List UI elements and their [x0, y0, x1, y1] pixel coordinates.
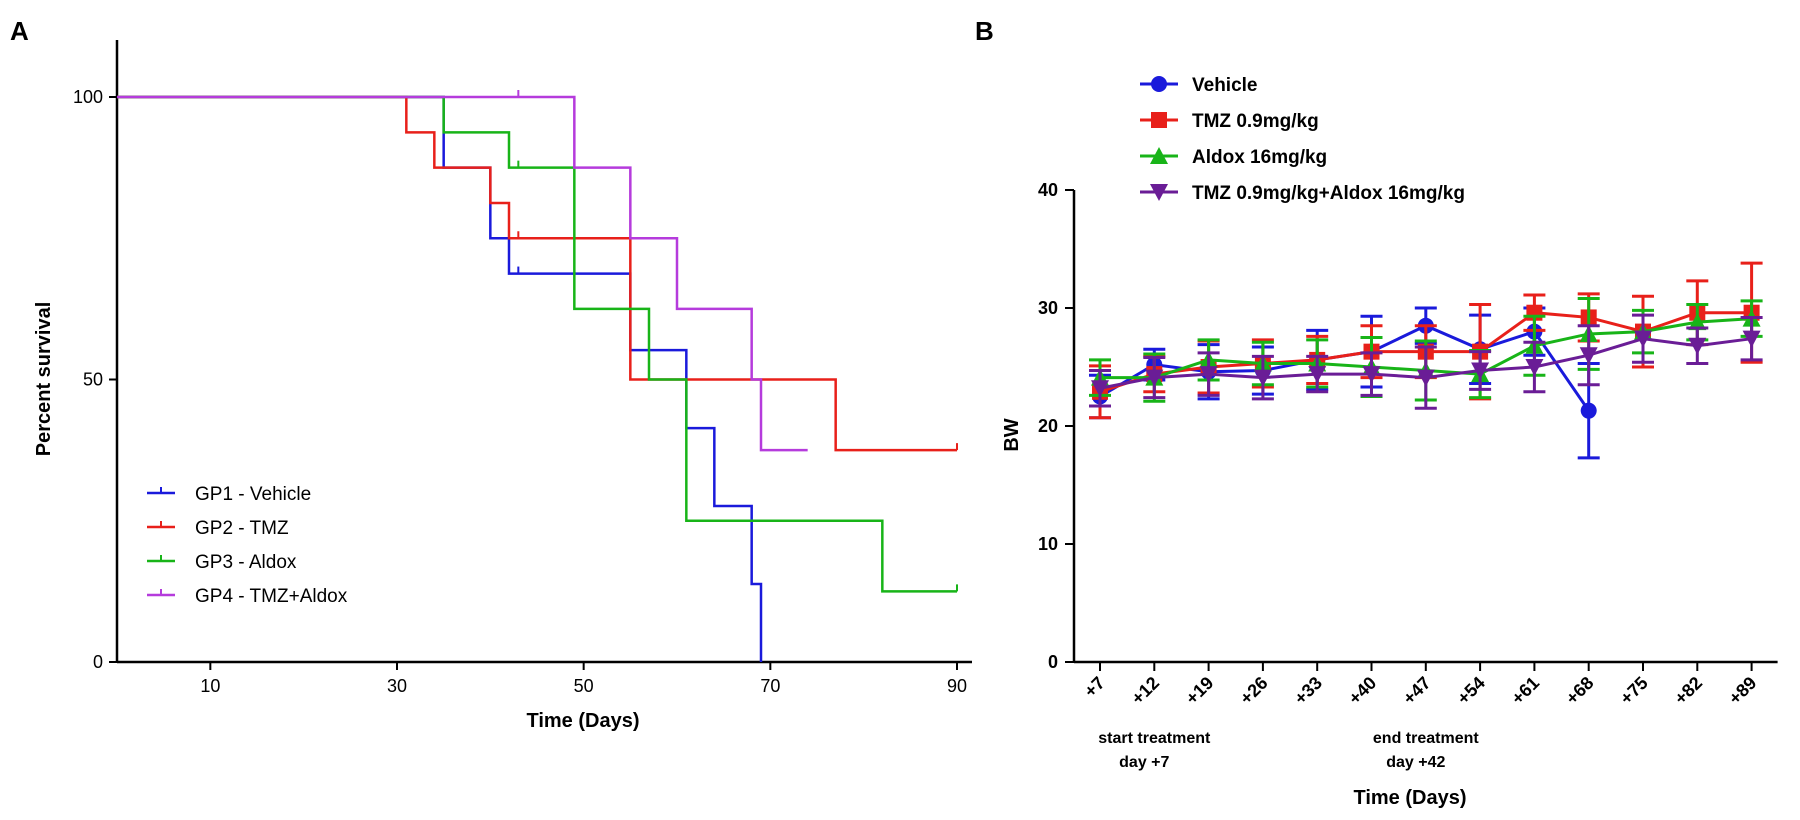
panel-b-treatment-note: day +7: [1119, 754, 1169, 771]
chart-panel-a: 10 30 50 70 90 0 50 100 GP1 - Vehicle GP2 - TMZ GP…: [73, 40, 972, 696]
panel-b-marker: [1634, 330, 1652, 348]
panel-b-x-tick-label: +26: [1236, 673, 1272, 709]
panel-b-marker: [1091, 380, 1109, 398]
panel-a-y-axis-label: Percent survival: [33, 302, 55, 457]
panel-b-x-tick-label: +33: [1290, 673, 1326, 709]
panel-b-y-tick-label: 40: [1038, 180, 1058, 200]
panel-b-treatment-note: start treatment: [1098, 730, 1211, 747]
panel-a-x-tick-label: 50: [574, 676, 594, 696]
panel-b-y-tick-label: 30: [1038, 298, 1058, 318]
panel-b-x-tick-label: +61: [1507, 673, 1543, 709]
panel-b-x-tick-label: +82: [1670, 673, 1706, 709]
chart-panel-b: 0 10 20 30 40 +7 +12 +19 +26 +33 +40 +47 +54 +61 +68 +7…: [1038, 75, 1778, 771]
panel-a-y-tick-label: 50: [83, 370, 103, 390]
panel-b-marker: [1742, 330, 1761, 348]
panel-a-survival-curve: [117, 95, 808, 452]
panel-b-legend-label: TMZ 0.9mg/kg: [1192, 111, 1319, 132]
panel-b-marker: [1580, 402, 1597, 419]
panel-b-y-tick-label: 0: [1048, 652, 1058, 672]
panel-a-x-tick-label: 70: [760, 676, 780, 696]
panel-b-y-tick-label: 10: [1038, 534, 1058, 554]
panel-b-x-tick-label: +19: [1182, 673, 1218, 709]
panel-b-marker: [1688, 337, 1707, 355]
panel-b-marker: [1151, 112, 1167, 128]
panel-a-x-tick-label: 30: [387, 676, 407, 696]
panel-a-letter: A: [10, 16, 29, 46]
panel-b-marker: [1362, 366, 1381, 384]
panel-a-legend-label: GP2 - TMZ: [195, 518, 289, 539]
panel-b-marker: [1471, 362, 1490, 380]
panel-b-treatment-note: end treatment: [1373, 730, 1479, 747]
panel-b-marker: [1688, 313, 1707, 331]
panel-a-x-axis-label: Time (Days): [526, 710, 639, 732]
panel-b-marker: [1579, 347, 1598, 365]
panel-b-x-tick-label: +54: [1453, 673, 1489, 709]
panel-b-y-tick-label: 20: [1038, 416, 1058, 436]
panel-b-marker: [1253, 369, 1272, 387]
panel-b-marker: [1150, 184, 1168, 201]
panel-b-x-tick-label: +7: [1080, 673, 1109, 702]
panel-a-survival-curve: [117, 95, 957, 452]
panel-b-x-tick-label: +89: [1725, 673, 1761, 709]
panel-b-marker: [1150, 147, 1168, 164]
panel-a-legend-label: GP1 - Vehicle: [195, 484, 311, 505]
panel-a-x-tick-label: 90: [947, 676, 967, 696]
panel-b-legend-label: TMZ 0.9mg/kg+Aldox 16mg/kg: [1192, 183, 1465, 204]
panel-b-marker: [1145, 369, 1164, 387]
panel-a-legend-label: GP4 - TMZ+Aldox: [195, 586, 348, 607]
panel-b-marker: [1151, 76, 1167, 92]
panel-b-marker: [1525, 359, 1544, 376]
panel-b-treatment-note: day +42: [1386, 754, 1445, 771]
panel-b-x-axis-label: Time (Days): [1353, 787, 1466, 809]
panel-a-y-tick-label: 100: [73, 87, 103, 107]
panel-b-x-tick-label: +68: [1562, 673, 1598, 709]
panel-b-marker: [1416, 369, 1435, 387]
panel-a-y-tick-label: 0: [93, 652, 103, 672]
panel-b-x-tick-label: +75: [1616, 673, 1652, 709]
panel-a-survival-curve: [117, 95, 957, 593]
panel-b-marker: [1308, 366, 1327, 384]
panel-b-marker: [1199, 366, 1218, 384]
panel-b-x-tick-label: +47: [1399, 673, 1435, 709]
panel-a-legend-label: GP3 - Aldox: [195, 552, 297, 573]
panel-b-x-tick-label: +40: [1345, 673, 1381, 709]
panel-a-x-tick-label: 10: [200, 676, 220, 696]
panel-b-y-axis-label: BW: [1001, 418, 1023, 451]
panel-b-legend-label: Vehicle: [1192, 75, 1258, 96]
panel-b-x-tick-label: +12: [1127, 673, 1163, 709]
panel-b-letter: B: [975, 16, 994, 46]
panel-b-legend-label: Aldox 16mg/kg: [1192, 147, 1327, 168]
